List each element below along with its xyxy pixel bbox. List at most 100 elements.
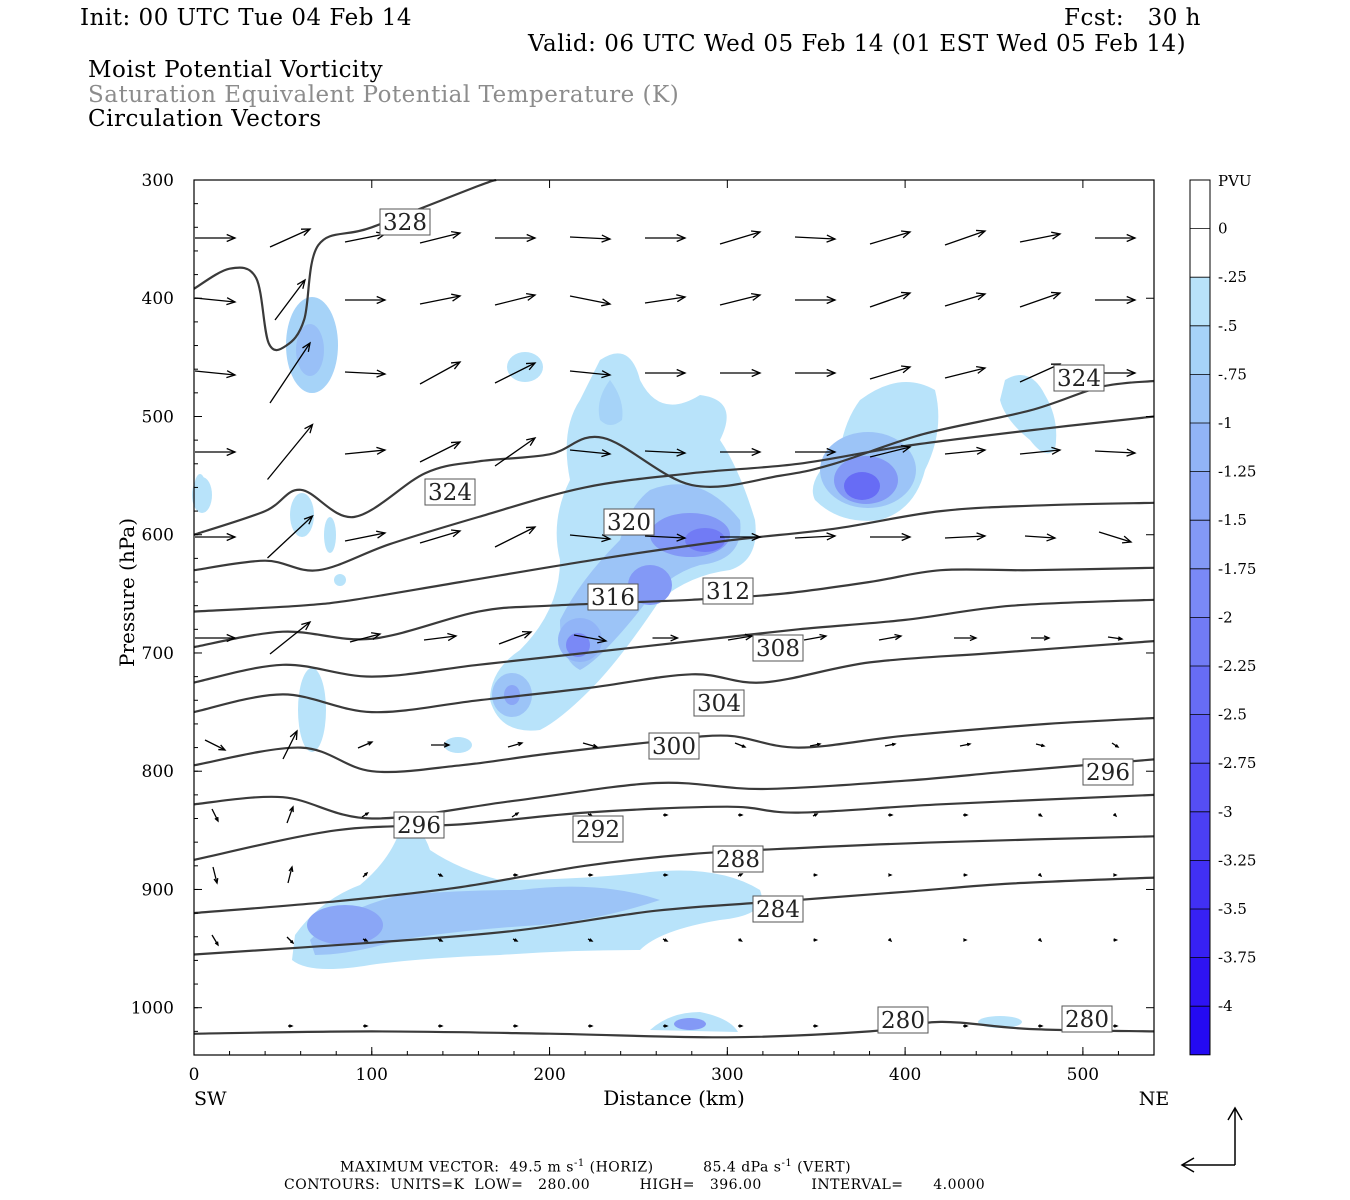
contour-label-box bbox=[712, 845, 764, 873]
colorbar-label: -.75 bbox=[1218, 365, 1247, 383]
colorbar-swatch bbox=[1190, 957, 1210, 1007]
vector-head bbox=[1126, 295, 1137, 305]
vector-head bbox=[887, 873, 893, 877]
vector-arrow bbox=[513, 873, 519, 877]
vector-shaft bbox=[944, 535, 986, 539]
colorbar-label: -3.25 bbox=[1218, 851, 1256, 869]
vector-arrow bbox=[423, 632, 458, 642]
vector-arrow bbox=[569, 449, 612, 458]
contour-label-288: 288 bbox=[716, 847, 760, 873]
vector-arrow bbox=[1095, 295, 1137, 305]
vector-arrow bbox=[944, 446, 987, 455]
vector-arrow bbox=[720, 368, 762, 378]
vector-shaft bbox=[1098, 531, 1132, 543]
colorbar-label: -1.75 bbox=[1218, 560, 1256, 578]
vector-head bbox=[447, 632, 458, 642]
vector-shaft bbox=[944, 449, 986, 455]
contour-label-box bbox=[393, 811, 445, 839]
vector-shaft bbox=[494, 362, 536, 384]
vector-head bbox=[304, 423, 314, 434]
vector-arrow bbox=[437, 938, 444, 942]
x-tick-label: 0 bbox=[189, 1065, 200, 1085]
vector-arrow bbox=[212, 866, 219, 885]
vector-arrow bbox=[345, 295, 387, 305]
vector-arrow bbox=[794, 234, 837, 243]
vector-arrow bbox=[869, 444, 912, 458]
vector-arrow bbox=[869, 365, 912, 380]
vector-head bbox=[363, 1024, 369, 1028]
vector-arrow bbox=[569, 534, 612, 543]
vector-head bbox=[901, 444, 912, 453]
vector-arrow bbox=[282, 729, 298, 760]
vector-shaft bbox=[494, 294, 536, 306]
vector-head bbox=[288, 865, 294, 872]
vector-arrow bbox=[645, 368, 687, 378]
vector-shaft bbox=[803, 635, 827, 641]
vert-unit: dPa s bbox=[741, 1159, 782, 1176]
contour-label-box bbox=[1061, 1005, 1113, 1033]
colorbar-title: PVU bbox=[1218, 172, 1252, 190]
vector-shaft bbox=[944, 367, 986, 379]
x-axis-label: Distance (km) bbox=[603, 1086, 745, 1110]
vector-head bbox=[601, 234, 612, 243]
vector-arrow bbox=[644, 448, 687, 457]
vector-shaft bbox=[1024, 535, 1056, 539]
vector-head bbox=[975, 292, 987, 301]
pv-colorbar: PVU 0 -.25 -.5 -.75 -1 -1.25 -1.5 -1.75 -2 -2.25 -2… bbox=[1189, 172, 1256, 1056]
axes: 300 400 500 600 700 800 900 1000 0 100 200 300 400 50… bbox=[115, 171, 1169, 1110]
colorbar-swatch bbox=[1190, 1006, 1210, 1055]
vector-head bbox=[963, 873, 969, 877]
vector-shaft bbox=[878, 635, 902, 641]
vector-arrow bbox=[438, 1024, 444, 1028]
vector-shaft bbox=[344, 532, 386, 542]
vector-head bbox=[663, 938, 669, 942]
colorbar-label: -2 bbox=[1218, 608, 1233, 626]
vector-arrow bbox=[494, 437, 537, 467]
vector-head bbox=[300, 228, 312, 237]
colorbar-swatch bbox=[1190, 714, 1210, 764]
vector-shaft bbox=[644, 535, 686, 539]
colorbar-label: -1.5 bbox=[1218, 511, 1247, 529]
vector-head bbox=[976, 532, 987, 541]
vector-arrow bbox=[211, 934, 219, 947]
vector-head bbox=[676, 533, 687, 542]
vector-head bbox=[663, 873, 669, 877]
vector-arrow bbox=[795, 447, 837, 457]
vector-arrow bbox=[498, 630, 533, 645]
vector-shaft bbox=[719, 231, 761, 245]
colorbar-swatch bbox=[1190, 909, 1210, 958]
vector-shaft bbox=[734, 742, 746, 748]
vector-head bbox=[1126, 368, 1137, 378]
vector-head bbox=[438, 938, 444, 942]
y-tick-label: 700 bbox=[142, 644, 174, 664]
vector-arrow bbox=[569, 295, 612, 307]
vector-head bbox=[218, 744, 227, 751]
vector-head bbox=[226, 633, 237, 643]
contour-label-300: 300 bbox=[652, 734, 696, 760]
vector-head bbox=[813, 813, 819, 817]
vector-head bbox=[1051, 446, 1062, 455]
vector-arrow bbox=[1111, 742, 1120, 748]
vector-arrow bbox=[738, 813, 744, 817]
pv-blob bbox=[674, 1018, 706, 1030]
vector-arrow bbox=[963, 813, 969, 817]
vector-arrow bbox=[719, 230, 762, 245]
vector-head bbox=[676, 448, 687, 457]
colorbar-label: -.25 bbox=[1218, 268, 1247, 286]
vector-head bbox=[887, 937, 893, 943]
vector-head bbox=[744, 633, 754, 641]
vector-head bbox=[826, 368, 837, 378]
vector-head bbox=[513, 873, 519, 877]
colorbar-label: -2.5 bbox=[1218, 706, 1247, 724]
contour-label-292: 292 bbox=[576, 817, 620, 843]
vector-head bbox=[751, 292, 762, 301]
x-tick-label: 300 bbox=[711, 1065, 743, 1085]
vector-shaft bbox=[287, 866, 293, 884]
vector-head bbox=[676, 368, 687, 378]
vector-arrow bbox=[357, 741, 374, 749]
vector-shaft bbox=[344, 233, 386, 243]
vector-arrow bbox=[288, 1024, 294, 1028]
vector-head bbox=[1112, 873, 1118, 877]
colorbar-swatch bbox=[1190, 423, 1210, 472]
vector-head bbox=[438, 873, 444, 877]
